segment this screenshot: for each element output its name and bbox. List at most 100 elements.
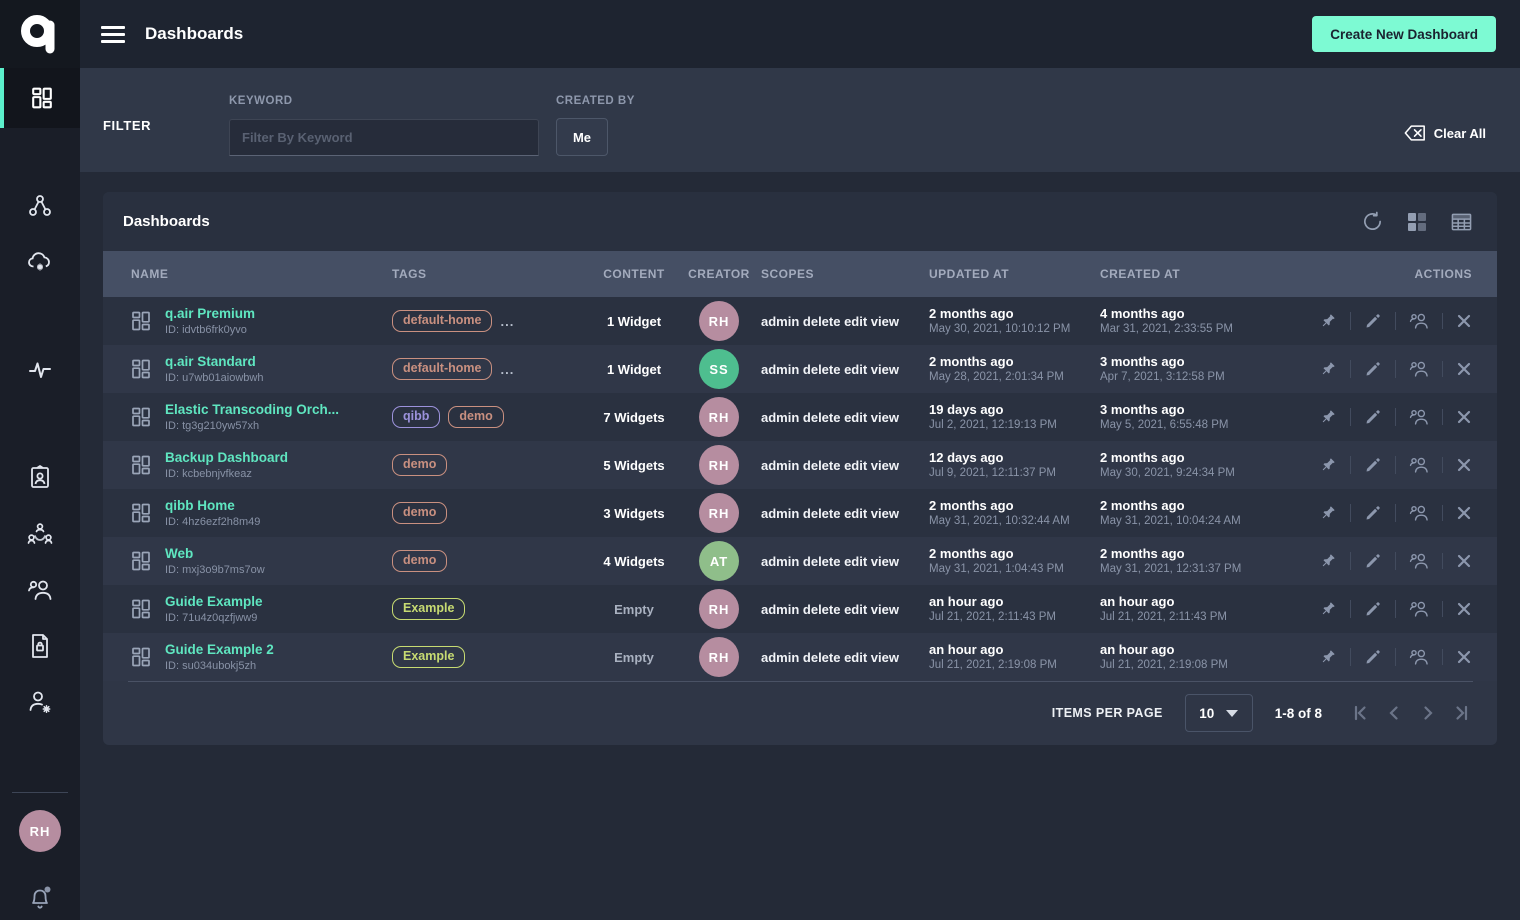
tag-chip[interactable]: Example [392,598,466,620]
share-users-action-button[interactable] [1395,360,1442,378]
dashboard-type-icon [131,407,165,427]
dashboard-name-link[interactable]: q.air Standard [165,353,256,369]
tag-chip[interactable]: demo [448,406,504,428]
dashboard-name-link[interactable]: q.air Premium [165,305,256,321]
created-at-relative: an hour ago [1100,593,1175,609]
dashboard-id: ID: u7wb01aiowbwh [165,371,264,384]
chevron-right-icon [1424,706,1433,720]
delete-action-button[interactable] [1442,457,1472,473]
pin-action-button[interactable] [1306,600,1350,618]
share-users-action-button[interactable] [1395,648,1442,666]
pin-action-button[interactable] [1306,504,1350,522]
dashboard-row-icon [132,503,150,523]
created-by-me-chip[interactable]: Me [556,118,608,156]
qibb-logo[interactable] [0,0,80,68]
edit-action-button[interactable] [1350,600,1395,618]
delete-action-button[interactable] [1442,601,1472,617]
grid-view-button[interactable] [1407,212,1427,232]
refresh-button[interactable] [1362,211,1383,232]
menu-hamburger-icon[interactable] [101,25,125,43]
pin-action-button[interactable] [1306,312,1350,330]
sidebar-item-community[interactable] [0,506,80,562]
share-users-action-button[interactable] [1395,504,1442,522]
content-count: 1 Widget [606,313,662,329]
updated-at-relative: 19 days ago [929,401,1004,417]
more-tags-ellipsis[interactable]: ... [500,361,515,377]
more-tags-ellipsis[interactable]: ... [500,313,515,329]
creator-avatar[interactable]: SS [699,349,739,389]
edit-action-button[interactable] [1350,456,1395,474]
dashboard-name-link[interactable]: Guide Example 2 [165,641,274,657]
pin-action-button[interactable] [1306,552,1350,570]
tag-chip[interactable]: demo [392,502,448,524]
share-users-action-button[interactable] [1395,408,1442,426]
edit-action-button[interactable] [1350,648,1395,666]
creator-avatar[interactable]: AT [699,541,739,581]
creator-avatar[interactable]: RH [699,445,739,485]
tag-chip[interactable]: demo [392,550,448,572]
last-page-button[interactable] [1452,703,1472,723]
keyword-input[interactable] [229,119,539,156]
creator-avatar[interactable]: RH [699,493,739,533]
dashboard-name-link[interactable]: Guide Example [165,593,263,609]
share-users-action-button[interactable] [1395,456,1442,474]
pin-action-button[interactable] [1306,456,1350,474]
delete-action-button[interactable] [1442,553,1472,569]
sidebar-item-notifications[interactable] [0,870,80,920]
sidebar-item-flows[interactable] [0,178,80,234]
dashboard-type-icon [131,503,165,523]
tag-chip[interactable]: demo [392,454,448,476]
sidebar-item-user-settings[interactable] [0,674,80,730]
page-title: Dashboards [145,24,244,43]
dashboard-name-link[interactable]: Web [165,545,194,561]
delete-action-button[interactable] [1442,313,1472,329]
edit-action-button[interactable] [1350,408,1395,426]
creator-avatar[interactable]: RH [699,637,739,677]
edit-pencil-icon [1366,602,1380,616]
edit-action-button[interactable] [1350,552,1395,570]
delete-x-icon [1457,362,1471,376]
share-users-action-button[interactable] [1395,552,1442,570]
creator-avatar[interactable]: RH [699,589,739,629]
created-at-absolute: May 31, 2021, 10:04:24 AM [1100,514,1241,527]
items-per-page-select[interactable]: 10 [1184,694,1253,732]
delete-action-button[interactable] [1442,505,1472,521]
next-page-button[interactable] [1418,703,1438,723]
sidebar-item-cloud-services[interactable] [0,234,80,290]
previous-page-button[interactable] [1384,703,1404,723]
edit-action-button[interactable] [1350,312,1395,330]
top-app-bar: Dashboards Create New Dashboard [80,0,1520,68]
column-header-updated-at: UPDATED AT [929,267,1010,281]
tag-chip[interactable]: default-home [392,310,493,332]
delete-action-button[interactable] [1442,649,1472,665]
sidebar-user-avatar[interactable]: RH [19,810,61,852]
share-users-action-button[interactable] [1395,600,1442,618]
pin-action-button[interactable] [1306,360,1350,378]
edit-action-button[interactable] [1350,360,1395,378]
creator-avatar[interactable]: RH [699,301,739,341]
sidebar-item-dashboards[interactable] [0,68,80,128]
pin-action-button[interactable] [1306,648,1350,666]
sidebar-item-secure-docs[interactable] [0,618,80,674]
clear-all-button[interactable]: Clear All [1404,124,1486,142]
table-view-button[interactable] [1451,212,1472,232]
pin-icon [1322,650,1335,663]
delete-action-button[interactable] [1442,361,1472,377]
tag-chip[interactable]: qibb [392,406,441,428]
dashboard-name-link[interactable]: Elastic Transcoding Orch... [165,401,340,417]
creator-avatar[interactable]: RH [699,397,739,437]
tag-chip[interactable]: Example [392,646,466,668]
delete-action-button[interactable] [1442,409,1472,425]
pin-action-button[interactable] [1306,408,1350,426]
sidebar-item-monitoring[interactable] [0,342,80,398]
dashboard-name-link[interactable]: Backup Dashboard [165,449,289,465]
first-page-button[interactable] [1350,703,1370,723]
create-new-dashboard-button[interactable]: Create New Dashboard [1312,16,1496,52]
sidebar-item-id-badge[interactable] [0,450,80,506]
edit-pencil-icon [1366,650,1380,664]
dashboard-name-link[interactable]: qibb Home [165,497,235,513]
edit-action-button[interactable] [1350,504,1395,522]
tag-chip[interactable]: default-home [392,358,493,380]
share-users-action-button[interactable] [1395,312,1442,330]
sidebar-item-teams[interactable] [0,562,80,618]
